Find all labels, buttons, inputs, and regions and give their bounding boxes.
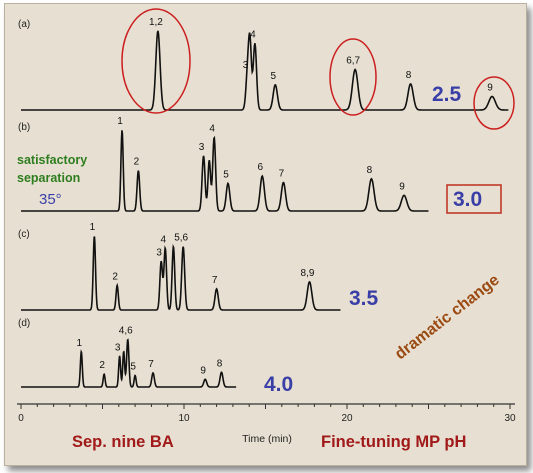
peak-label: 4 [209, 123, 215, 134]
peak-label: 3 [243, 60, 249, 71]
peak-label: 9 [399, 181, 405, 192]
dramatic-change-label: dramatic change [392, 271, 503, 363]
footer-left-title: Sep. nine BA [72, 433, 174, 451]
chromatogram-trace-d [21, 338, 237, 388]
peak-label: 3 [115, 342, 121, 353]
peak-label: 5,6 [174, 233, 188, 244]
peak-label: 6,7 [346, 56, 360, 67]
panel-label-b: (b) [18, 122, 30, 133]
highlight-ellipse [329, 38, 377, 116]
peak-label: 5 [130, 361, 136, 372]
peak-label: 5 [223, 169, 229, 180]
panel-label-d: (d) [18, 318, 30, 329]
peak-label: 7 [212, 275, 218, 286]
chromatogram-trace-b [21, 130, 429, 212]
peak-label: 2 [134, 157, 140, 168]
peak-label: 3 [156, 248, 162, 259]
slide-panel: (a) 1,2 3 4 5 6,7 8 9 2.5 (b) 1 2 3 4 5 6 7 8 9 3.0 (c) 1 2 3 4 5… [4, 3, 527, 466]
peak-label: 1 [117, 116, 123, 127]
x-tick-label: 20 [341, 413, 353, 424]
peak-label: 4,6 [119, 326, 133, 337]
peak-label: 9 [487, 83, 493, 94]
peak-label: 6 [257, 162, 263, 173]
chromatogram-trace-c [21, 236, 341, 311]
chromatogram-trace-a [21, 30, 509, 111]
satisfactory-label-line2: separation [17, 171, 80, 185]
peak-label: 1 [77, 338, 83, 349]
peak-label: 8 [406, 70, 412, 81]
peak-label: 7 [279, 168, 285, 179]
panel-label-a: (a) [18, 19, 30, 30]
panel-label-c: (c) [18, 229, 30, 240]
peak-label: 7 [148, 359, 154, 370]
x-tick-label: 10 [178, 413, 190, 424]
highlight-ellipse [121, 8, 191, 114]
footer-right-title: Fine-tuning MP pH [321, 433, 466, 451]
peak-label: 8 [217, 358, 223, 369]
ph-value-label: 4.0 [264, 373, 293, 396]
temperature-label: 35° [39, 191, 62, 208]
peak-label: 3 [199, 142, 205, 153]
satisfactory-label-line1: satisfactory [17, 153, 87, 167]
x-tick-label: 0 [18, 413, 24, 424]
ph-value-label: 2.5 [432, 83, 462, 106]
highlight-ellipse [473, 76, 515, 130]
peak-label: 5 [270, 71, 276, 82]
ph-value-label: 3.5 [349, 287, 379, 310]
peak-label: 2 [99, 360, 105, 371]
peak-label: 8 [367, 165, 373, 176]
peak-label: 4 [250, 29, 256, 40]
x-axis-title: Time (min) [242, 433, 292, 445]
ph-value-label: 3.0 [453, 188, 482, 211]
x-tick-label: 30 [504, 413, 516, 424]
peak-label: 8,9 [301, 268, 315, 279]
peak-label: 2 [112, 271, 118, 282]
peak-label: 9 [200, 365, 206, 376]
highlight-box [446, 184, 502, 214]
peak-label: 1 [90, 222, 96, 233]
peak-label: 1,2 [149, 17, 163, 28]
peak-label: 4 [160, 234, 166, 245]
